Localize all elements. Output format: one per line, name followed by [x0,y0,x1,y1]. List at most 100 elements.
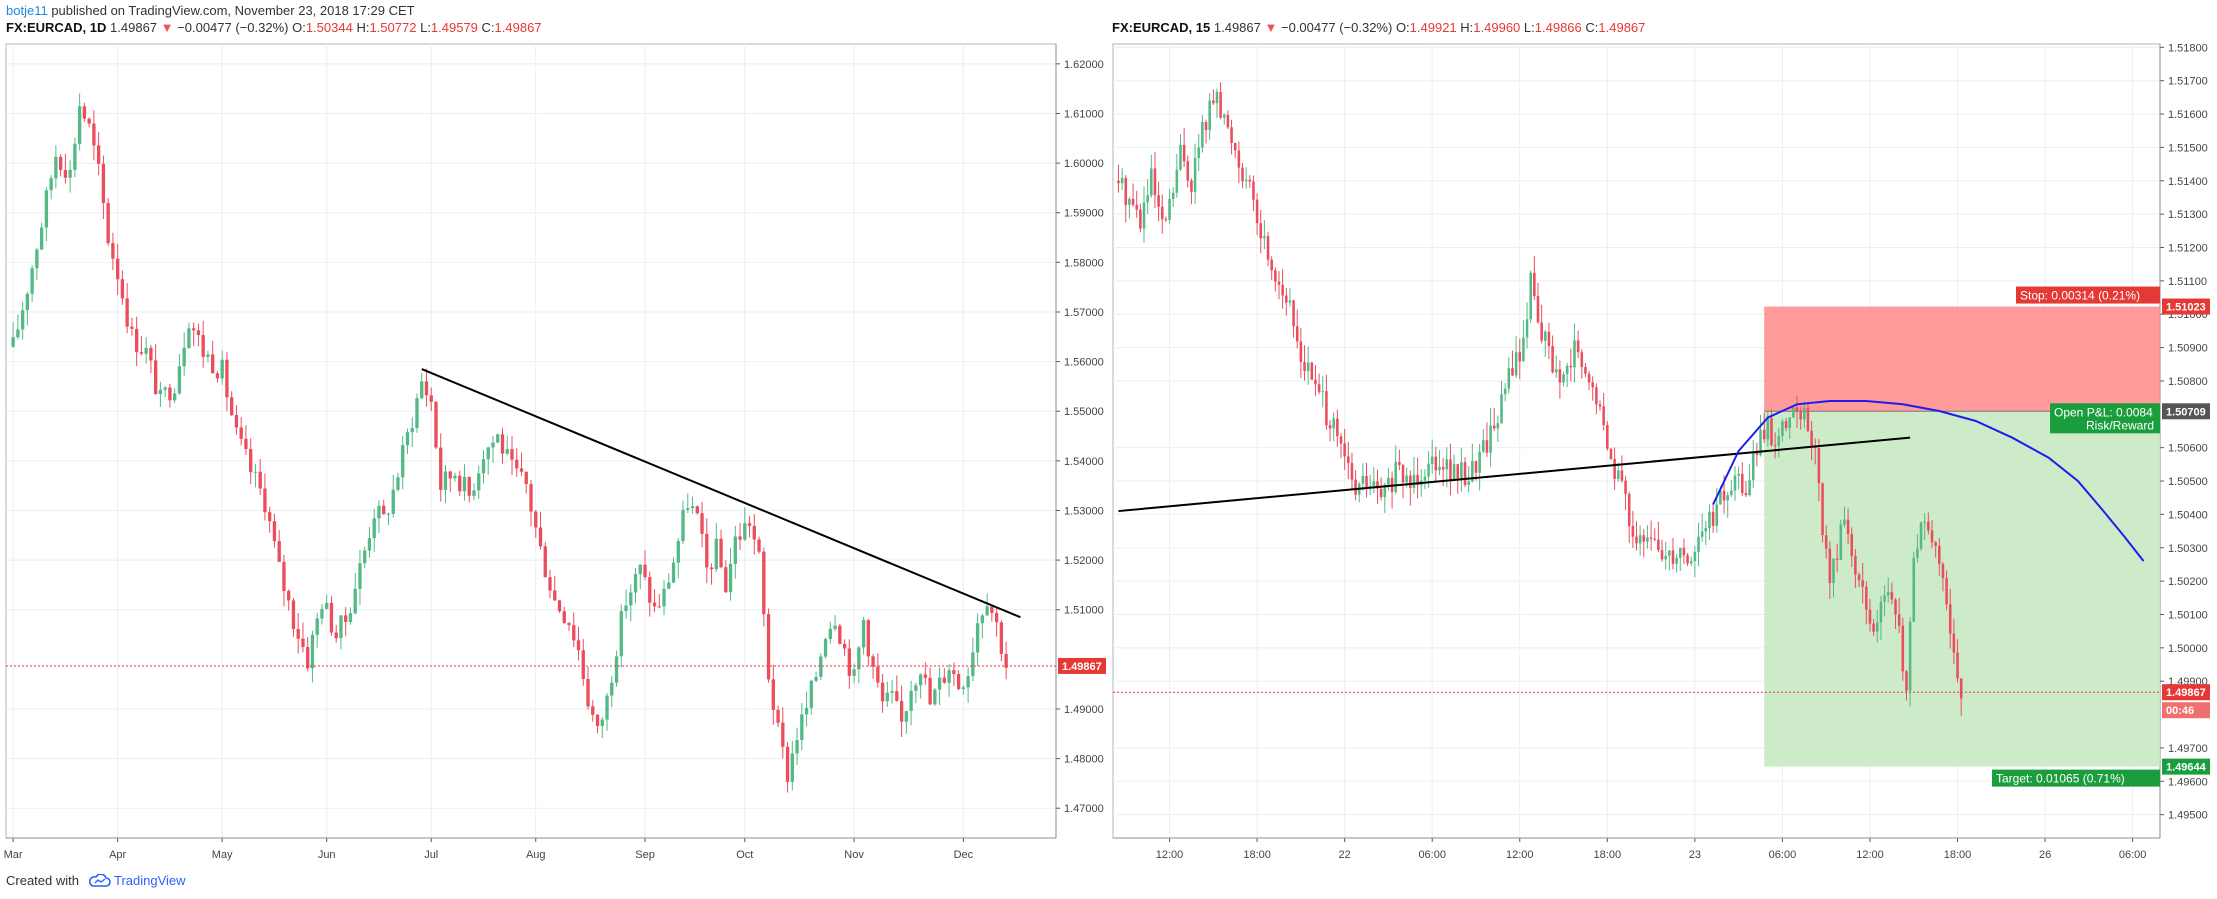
candle-body [548,577,552,591]
candle-body [1255,199,1259,224]
x-tick-label: Sep [635,849,655,861]
candle-body [87,118,91,124]
candle-body [491,442,495,448]
candle-body [177,366,182,394]
candle-body [1945,578,1948,605]
candle-body [757,539,761,552]
y-tick-label: 1.50900 [2168,343,2208,355]
resistance-trendline [421,368,1021,619]
candle-body [1511,368,1514,376]
candle-body [1460,462,1463,479]
candle-body [529,484,533,512]
candle-body [975,623,980,653]
candle-body [1233,142,1237,151]
left-legend: FX:EURCAD, 1D 1.49867 ▼ −0.00477 (−0.32%… [6,19,542,37]
candle-body [1642,535,1646,542]
y-tick-label: 1.50300 [2168,543,2208,555]
candle-body [1244,179,1248,182]
left-symbol[interactable]: FX:EURCAD, 1D [6,20,107,35]
y-tick-label: 1.47000 [1064,803,1104,815]
daily-chart[interactable]: 1.62000 1.61000 1.60000 1.59000 1.58000 1.570… [0,0,1108,868]
candle-body [1186,161,1190,181]
candle-body [1540,322,1543,341]
candle-body [82,106,87,119]
candle-body [994,612,999,623]
y-tick-label: 1.50800 [2168,376,2208,388]
candle-body [1711,511,1715,526]
candle-body [220,359,224,379]
candle-body [638,564,642,575]
candle-body [553,590,557,601]
x-tick-label: 06:00 [1418,849,1446,861]
candle-body [1657,539,1660,551]
candle-body [1350,463,1354,480]
candle-body [1485,440,1489,453]
candle-body [1883,595,1886,602]
candle-body [1821,483,1824,536]
candle-body [386,513,391,515]
candle-body [39,227,44,250]
candle-body [1573,340,1576,368]
candle-body [443,471,448,490]
candle-body [690,506,695,509]
y-tick-label: 1.49600 [2168,776,2208,788]
right-open: 1.49921 [1409,20,1457,35]
candle-body [1777,435,1781,446]
left-open: 1.50344 [305,20,353,35]
left-low: 1.49579 [430,20,478,35]
candle-body [1872,623,1875,632]
candle-body [77,106,82,144]
candle-body [96,145,101,164]
y-tick-label: 1.50200 [2168,576,2208,588]
candle-body [68,169,72,178]
candle-body [586,678,590,707]
footer: Created with TradingView [6,872,186,890]
candle-body [543,546,547,578]
author-link[interactable]: botje11 [6,3,48,18]
y-tick-label: 1.51300 [2168,209,2208,221]
candle-body [249,448,253,473]
candle-body [1398,461,1401,465]
candle-body [1558,369,1562,383]
candle-body [567,622,571,626]
candle-body [752,525,756,540]
candle-body [472,490,476,496]
candle-body [1288,300,1292,303]
candle-body [268,512,272,522]
candle-body [576,640,581,651]
candle-body [914,685,918,691]
candle-body [1638,535,1642,544]
candle-body [1518,352,1522,362]
candle-body [16,329,20,338]
candle-body [1230,127,1233,143]
candle-body [111,243,115,259]
candle-body [1886,592,1890,596]
candle-body [348,613,353,622]
candle-body [500,434,505,454]
tradingview-link[interactable]: TradingView [114,873,186,888]
candle-body [700,513,704,534]
candle-body [1295,326,1299,342]
x-tick-label: Apr [109,849,126,861]
candle-body [724,567,728,593]
right-symbol[interactable]: FX:EURCAD, 15 [1112,20,1211,35]
candle-body [1131,198,1135,205]
candle-body [814,676,818,681]
intraday-chart[interactable]: 1.51800 1.51700 1.51600 1.51500 1.51400 1.513… [1108,0,2217,868]
x-tick-label: Oct [736,849,753,861]
candle-body [1591,382,1594,388]
candle-body [1503,388,1507,395]
candle-body [766,614,771,680]
candle-body [1146,195,1149,203]
candle-body [1744,493,1748,496]
candle-body [643,564,647,578]
candle-body [367,538,372,551]
x-tick-label: Jun [318,849,336,861]
tradingview-cloud-icon[interactable] [88,873,111,887]
candle-body [733,536,737,564]
candle-body [1171,192,1175,199]
candle-body [800,714,804,741]
candle-body [1150,168,1153,196]
candle-body [1832,558,1835,584]
candle-body [1368,485,1372,487]
